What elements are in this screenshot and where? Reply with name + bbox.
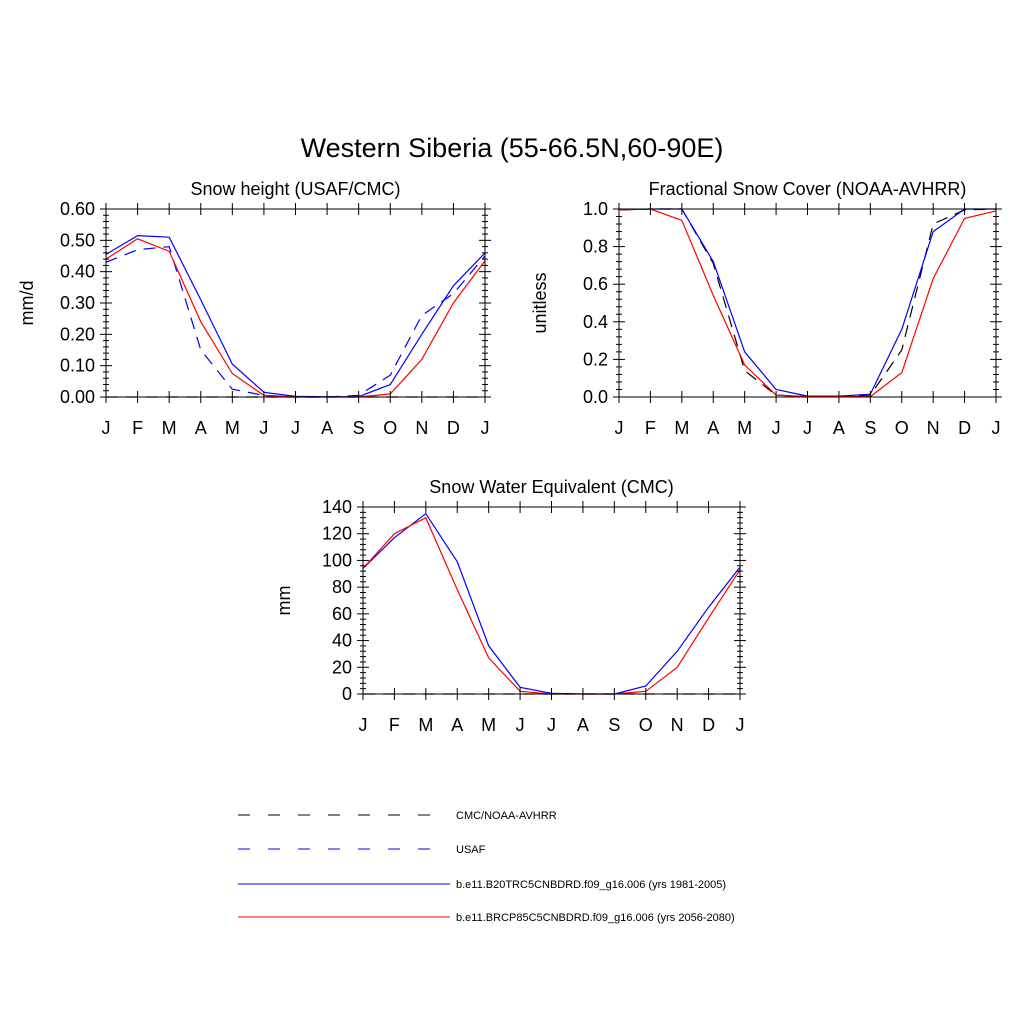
plot-frame <box>362 506 741 695</box>
panel-snow-height: Snow height (USAF/CMC) mm/d 0.00 0.10 0.20 0.… <box>17 179 491 438</box>
x-tick-label: A <box>321 418 333 438</box>
series-line-dashed-1 <box>106 245 485 398</box>
series-line-dashed-0 <box>619 208 996 398</box>
y-tick-label: 0.00 <box>60 387 95 407</box>
x-tick-label: J <box>359 715 368 735</box>
y-tick-label: 0 <box>342 684 352 704</box>
y-tick-label: 0.20 <box>60 324 95 344</box>
y-tick-label: 0.10 <box>60 356 95 376</box>
series-line-solid-2 <box>363 516 740 695</box>
x-tick-label: M <box>225 418 240 438</box>
y-tick-label: 0.2 <box>583 349 608 369</box>
series-line-solid-1 <box>363 512 740 695</box>
y-tick-label: 1.0 <box>583 199 608 219</box>
panel-snow-water-equivalent: Snow Water Equivalent (CMC) mm 0 20 40 60 80 10… <box>274 477 746 735</box>
x-tick-label: O <box>383 418 397 438</box>
y-tick-label: 120 <box>322 524 352 544</box>
x-tick-label: S <box>864 418 876 438</box>
x-tick-label: A <box>577 715 589 735</box>
y-tick-label: 0.4 <box>583 312 608 332</box>
y-tick-label: 0.60 <box>60 199 95 219</box>
legend-label-0: CMC/NOAA-AVHRR <box>456 810 557 822</box>
legend-label-3: b.e11.BRCP85C5CNBDRD.f09_g16.006 (yrs 20… <box>456 912 735 924</box>
series-line-solid-2 <box>106 234 485 398</box>
chart-title: Fractional Snow Cover (NOAA-AVHRR) <box>649 179 967 199</box>
x-tick-label: S <box>353 418 365 438</box>
x-tick-label: S <box>608 715 620 735</box>
chart-title: Snow Water Equivalent (CMC) <box>429 477 673 497</box>
x-tick-label: J <box>992 418 1001 438</box>
x-tick-label: J <box>102 418 111 438</box>
chart-title: Snow height (USAF/CMC) <box>190 179 400 199</box>
x-tick-label: F <box>389 715 400 735</box>
x-tick-label: N <box>415 418 428 438</box>
series-line-solid-2 <box>619 208 996 398</box>
x-tick-label: N <box>671 715 684 735</box>
x-tick-label: A <box>707 418 719 438</box>
x-tick-label: M <box>674 418 689 438</box>
y-tick-label: 20 <box>332 657 352 677</box>
x-tick-label: J <box>803 418 812 438</box>
x-tick-label: A <box>833 418 845 438</box>
x-tick-label: J <box>291 418 300 438</box>
y-tick-label: 40 <box>332 631 352 651</box>
y-tick-label: 0.40 <box>60 262 95 282</box>
x-tick-label: F <box>645 418 656 438</box>
y-axis-label: mm <box>274 586 294 616</box>
x-tick-label: M <box>162 418 177 438</box>
x-tick-label: M <box>737 418 752 438</box>
x-tick-label: D <box>958 418 971 438</box>
x-tick-label: A <box>195 418 207 438</box>
x-tick-label: J <box>615 418 624 438</box>
x-tick-label: N <box>927 418 940 438</box>
y-tick-label: 0.50 <box>60 230 95 250</box>
x-tick-label: M <box>418 715 433 735</box>
x-tick-label: J <box>736 715 745 735</box>
y-tick-label: 0.6 <box>583 274 608 294</box>
x-tick-label: J <box>772 418 781 438</box>
legend: CMC/NOAA-AVHRR USAF b.e11.B20TRC5CNBDRD.f0… <box>238 810 735 924</box>
plot-frame <box>618 208 997 398</box>
x-tick-label: D <box>447 418 460 438</box>
y-tick-label: 0.8 <box>583 237 608 257</box>
y-tick-label: 0.0 <box>583 387 608 407</box>
y-tick-label: 60 <box>332 604 352 624</box>
x-tick-label: J <box>481 418 490 438</box>
y-tick-label: 0.30 <box>60 293 95 313</box>
y-tick-label: 80 <box>332 577 352 597</box>
x-tick-label: O <box>895 418 909 438</box>
series-line-solid-1 <box>619 208 996 397</box>
x-tick-label: M <box>481 715 496 735</box>
x-tick-label: A <box>451 715 463 735</box>
x-tick-label: D <box>702 715 715 735</box>
legend-label-2: b.e11.B20TRC5CNBDRD.f09_g16.006 (yrs 198… <box>456 879 726 891</box>
y-axis-label: unitless <box>530 272 550 333</box>
x-tick-label: O <box>639 715 653 735</box>
y-tick-label: 100 <box>322 550 352 570</box>
y-axis-label: mm/d <box>17 281 37 326</box>
y-tick-label: 140 <box>322 497 352 517</box>
legend-label-1: USAF <box>456 844 486 856</box>
panel-fractional-snow-cover: Fractional Snow Cover (NOAA-AVHRR) unitle… <box>530 179 1002 438</box>
figure-title: Western Siberia (55-66.5N,60-90E) <box>301 133 724 163</box>
x-tick-label: F <box>132 418 143 438</box>
series-line-solid-3 <box>106 238 485 398</box>
x-tick-label: J <box>547 715 556 735</box>
x-tick-label: J <box>259 418 268 438</box>
x-tick-label: J <box>516 715 525 735</box>
